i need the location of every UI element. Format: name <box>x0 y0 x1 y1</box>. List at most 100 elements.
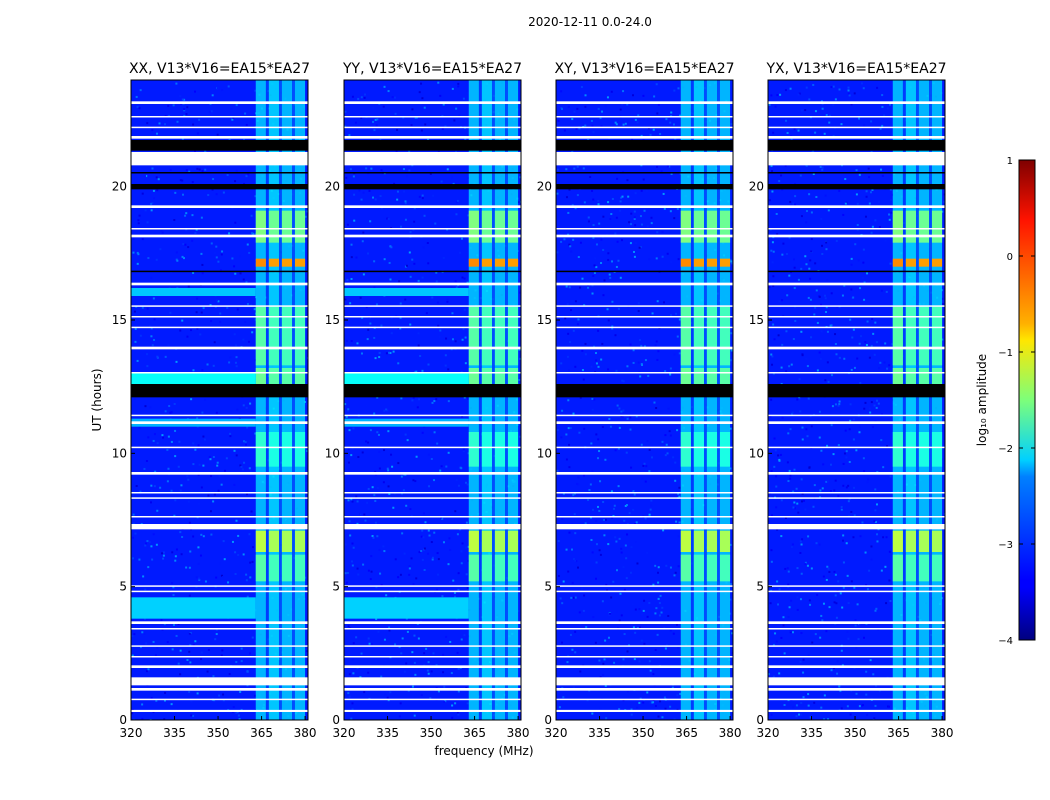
noise-pixel <box>649 133 652 136</box>
noise-pixel <box>730 262 733 265</box>
noise-pixel <box>612 507 615 510</box>
noise-pixel <box>778 588 781 591</box>
noise-pixel <box>455 286 458 289</box>
noise-pixel <box>657 597 660 600</box>
noise-pixel <box>574 596 577 599</box>
noise-pixel <box>181 535 184 538</box>
noise-pixel <box>135 95 138 98</box>
noise-pixel <box>133 718 136 720</box>
noise-pixel <box>420 550 423 553</box>
noise-pixel <box>866 588 869 591</box>
noise-pixel <box>669 566 672 569</box>
noise-pixel <box>666 252 669 255</box>
noise-pixel <box>391 465 394 468</box>
noise-pixel <box>820 330 823 333</box>
noise-pixel <box>874 521 877 524</box>
noise-pixel <box>147 175 150 178</box>
noise-pixel <box>652 701 655 704</box>
noise-pixel <box>773 338 776 341</box>
noise-pixel <box>770 353 773 356</box>
noise-pixel <box>847 86 850 89</box>
signal-block <box>680 530 691 552</box>
noise-pixel <box>857 638 860 641</box>
noise-pixel <box>584 342 587 345</box>
noise-pixel <box>609 612 612 615</box>
noise-pixel <box>655 257 658 260</box>
x-tick-label: 365 <box>250 726 273 740</box>
noise-pixel <box>466 89 469 92</box>
noise-pixel <box>347 499 350 502</box>
noise-pixel <box>450 285 453 288</box>
noise-pixel <box>222 699 225 702</box>
noise-pixel <box>410 557 413 560</box>
noise-pixel <box>674 369 677 372</box>
noise-pixel <box>230 108 233 111</box>
signal-block <box>719 258 731 267</box>
signal-block <box>494 210 506 243</box>
noise-pixel <box>624 122 627 125</box>
noise-pixel <box>815 289 818 292</box>
noise-pixel <box>449 640 452 643</box>
noise-pixel <box>878 596 881 599</box>
noise-pixel <box>781 299 784 302</box>
noise-pixel <box>379 572 382 575</box>
noise-pixel <box>771 355 774 358</box>
flagged-row <box>768 316 945 318</box>
flagged-row <box>344 282 521 286</box>
noise-pixel <box>400 475 403 478</box>
noise-pixel <box>412 396 415 399</box>
noise-pixel <box>862 457 865 460</box>
noise-pixel <box>394 558 397 561</box>
noise-pixel <box>215 628 218 631</box>
noise-pixel <box>730 349 733 352</box>
noise-pixel <box>400 397 403 400</box>
noise-pixel <box>390 317 393 320</box>
flagged-row <box>768 585 945 587</box>
noise-pixel <box>598 222 601 225</box>
heatmap-image <box>344 80 521 720</box>
noise-pixel <box>837 404 840 407</box>
noise-pixel <box>198 118 201 121</box>
noise-pixel <box>626 103 629 106</box>
noise-pixel <box>433 260 436 263</box>
noise-pixel <box>460 237 463 240</box>
noise-pixel <box>796 596 799 599</box>
noise-pixel <box>235 344 238 347</box>
noise-pixel <box>847 637 850 640</box>
signal-block <box>294 368 306 384</box>
x-tick-label: 335 <box>163 726 186 740</box>
noise-pixel <box>465 546 468 549</box>
noise-pixel <box>772 131 775 134</box>
noise-pixel <box>889 599 892 602</box>
noise-pixel <box>620 551 623 554</box>
noise-pixel <box>943 256 945 259</box>
noise-pixel <box>831 405 834 408</box>
noise-pixel <box>236 308 239 311</box>
noise-pixel <box>576 482 579 485</box>
noise-pixel <box>873 520 876 523</box>
flagged-row <box>556 621 733 624</box>
noise-pixel <box>885 536 888 539</box>
noise-pixel <box>614 449 617 452</box>
axes-frame <box>767 79 946 721</box>
signal-block <box>905 432 916 467</box>
noise-pixel <box>404 218 407 221</box>
noise-pixel <box>658 602 661 605</box>
x-tick-label: 350 <box>632 726 655 740</box>
noise-pixel <box>365 306 368 309</box>
noise-pixel <box>874 321 877 324</box>
noise-pixel <box>444 354 447 357</box>
noise-pixel <box>155 699 158 702</box>
noise-pixel <box>642 464 645 467</box>
noise-pixel <box>195 576 198 579</box>
noise-pixel <box>155 176 158 179</box>
y-tick-label: 10 <box>749 446 764 460</box>
noise-pixel <box>563 238 566 241</box>
noise-pixel <box>375 618 378 621</box>
noise-pixel <box>662 192 665 195</box>
noise-pixel <box>240 660 243 663</box>
signal-block <box>905 210 916 243</box>
noise-pixel <box>640 134 643 137</box>
noise-pixel <box>560 90 563 93</box>
noise-pixel <box>881 124 884 127</box>
